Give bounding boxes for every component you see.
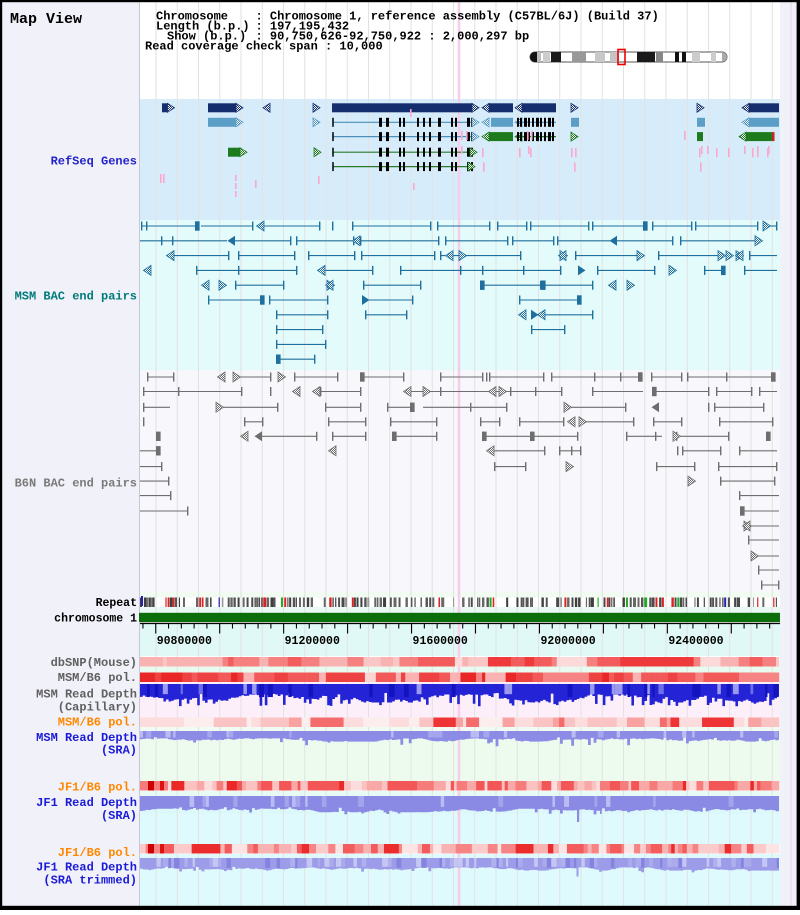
svg-text:MSM Read Depth: MSM Read Depth [36,688,137,702]
svg-text:Map View: Map View [10,11,82,28]
svg-text:MSM/B6 pol.: MSM/B6 pol. [58,671,137,685]
svg-text:91600000: 91600000 [413,635,468,648]
svg-text:RefSeq Genes: RefSeq Genes [51,155,137,169]
svg-text:91200000: 91200000 [285,635,340,648]
svg-text:90800000: 90800000 [157,635,212,648]
svg-text:JF1/B6 pol.: JF1/B6 pol. [58,846,137,860]
svg-text:JF1/B6 pol.: JF1/B6 pol. [58,781,137,795]
svg-text:(SRA trimmed): (SRA trimmed) [43,874,137,888]
svg-text:(Capillary): (Capillary) [58,701,137,715]
svg-text:92000000: 92000000 [540,635,595,648]
svg-text:MSM BAC end pairs: MSM BAC end pairs [15,290,137,304]
svg-text:(SRA): (SRA) [101,809,137,823]
svg-text:92400000: 92400000 [668,635,723,648]
svg-text:Read coverage check span : 10,: Read coverage check span : 10,000 [145,40,383,54]
svg-text:B6N BAC end pairs: B6N BAC end pairs [15,477,137,491]
svg-text:JF1 Read Depth: JF1 Read Depth [36,796,137,810]
svg-text:dbSNP(Mouse): dbSNP(Mouse) [51,656,137,670]
svg-text:JF1 Read Depth: JF1 Read Depth [36,861,137,875]
svg-text:MSM/B6 pol.: MSM/B6 pol. [58,716,137,730]
svg-text:(SRA): (SRA) [101,744,137,758]
svg-text:Repeat: Repeat [96,597,137,610]
svg-text:chromosome 1: chromosome 1 [54,613,137,626]
